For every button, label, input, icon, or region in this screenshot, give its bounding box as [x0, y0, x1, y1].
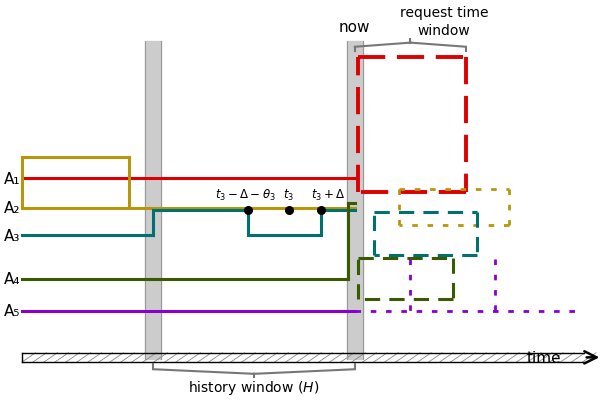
Text: $t_3+\Delta$: $t_3+\Delta$ [312, 187, 346, 203]
Text: A₂: A₂ [4, 201, 20, 216]
Text: A₃: A₃ [4, 228, 20, 243]
Text: history window ($H$): history window ($H$) [188, 379, 319, 397]
Text: A₄: A₄ [4, 271, 20, 286]
Text: now: now [339, 20, 371, 35]
Text: $t_3-\Delta-\theta_3$: $t_3-\Delta-\theta_3$ [215, 187, 275, 203]
Bar [347, 42, 363, 359]
Bar [146, 42, 162, 359]
Text: A₅: A₅ [4, 304, 20, 318]
Text: time: time [527, 350, 561, 365]
Text: request time
window: request time window [400, 6, 488, 38]
Text: A₁: A₁ [4, 171, 20, 186]
Text: $t_3$: $t_3$ [283, 187, 294, 203]
